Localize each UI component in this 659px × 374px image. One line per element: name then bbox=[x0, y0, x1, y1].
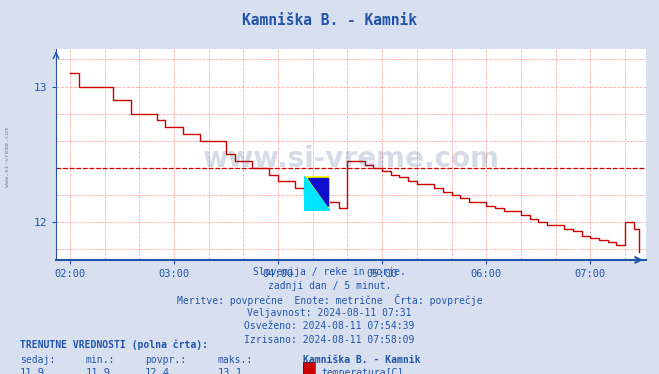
Text: Meritve: povprečne  Enote: metrične  Črta: povprečje: Meritve: povprečne Enote: metrične Črta:… bbox=[177, 294, 482, 306]
Text: Kamniška B. - Kamnik: Kamniška B. - Kamnik bbox=[242, 13, 417, 28]
Text: povpr.:: povpr.: bbox=[145, 355, 186, 365]
Text: 11,9: 11,9 bbox=[86, 368, 111, 374]
Polygon shape bbox=[308, 178, 328, 206]
Text: Veljavnost: 2024-08-11 07:31: Veljavnost: 2024-08-11 07:31 bbox=[247, 308, 412, 318]
Text: 12,4: 12,4 bbox=[145, 368, 170, 374]
Text: TRENUTNE VREDNOSTI (polna črta):: TRENUTNE VREDNOSTI (polna črta): bbox=[20, 340, 208, 350]
Text: Slovenija / reke in morje.: Slovenija / reke in morje. bbox=[253, 267, 406, 278]
Text: www.si-vreme.com: www.si-vreme.com bbox=[202, 144, 500, 172]
Text: Osveženo: 2024-08-11 07:54:39: Osveženo: 2024-08-11 07:54:39 bbox=[244, 321, 415, 331]
Text: zadnji dan / 5 minut.: zadnji dan / 5 minut. bbox=[268, 281, 391, 291]
Text: 13,1: 13,1 bbox=[217, 368, 243, 374]
Text: Kamniška B. - Kamnik: Kamniška B. - Kamnik bbox=[303, 355, 420, 365]
Text: sedaj:: sedaj: bbox=[20, 355, 55, 365]
Text: maks.:: maks.: bbox=[217, 355, 252, 365]
Polygon shape bbox=[304, 176, 330, 211]
Text: Izrisano: 2024-08-11 07:58:09: Izrisano: 2024-08-11 07:58:09 bbox=[244, 335, 415, 345]
Text: min.:: min.: bbox=[86, 355, 115, 365]
Polygon shape bbox=[304, 176, 330, 211]
Text: 11,9: 11,9 bbox=[20, 368, 45, 374]
Text: temperatura[C]: temperatura[C] bbox=[322, 368, 404, 374]
Text: www.si-vreme.com: www.si-vreme.com bbox=[5, 127, 11, 187]
